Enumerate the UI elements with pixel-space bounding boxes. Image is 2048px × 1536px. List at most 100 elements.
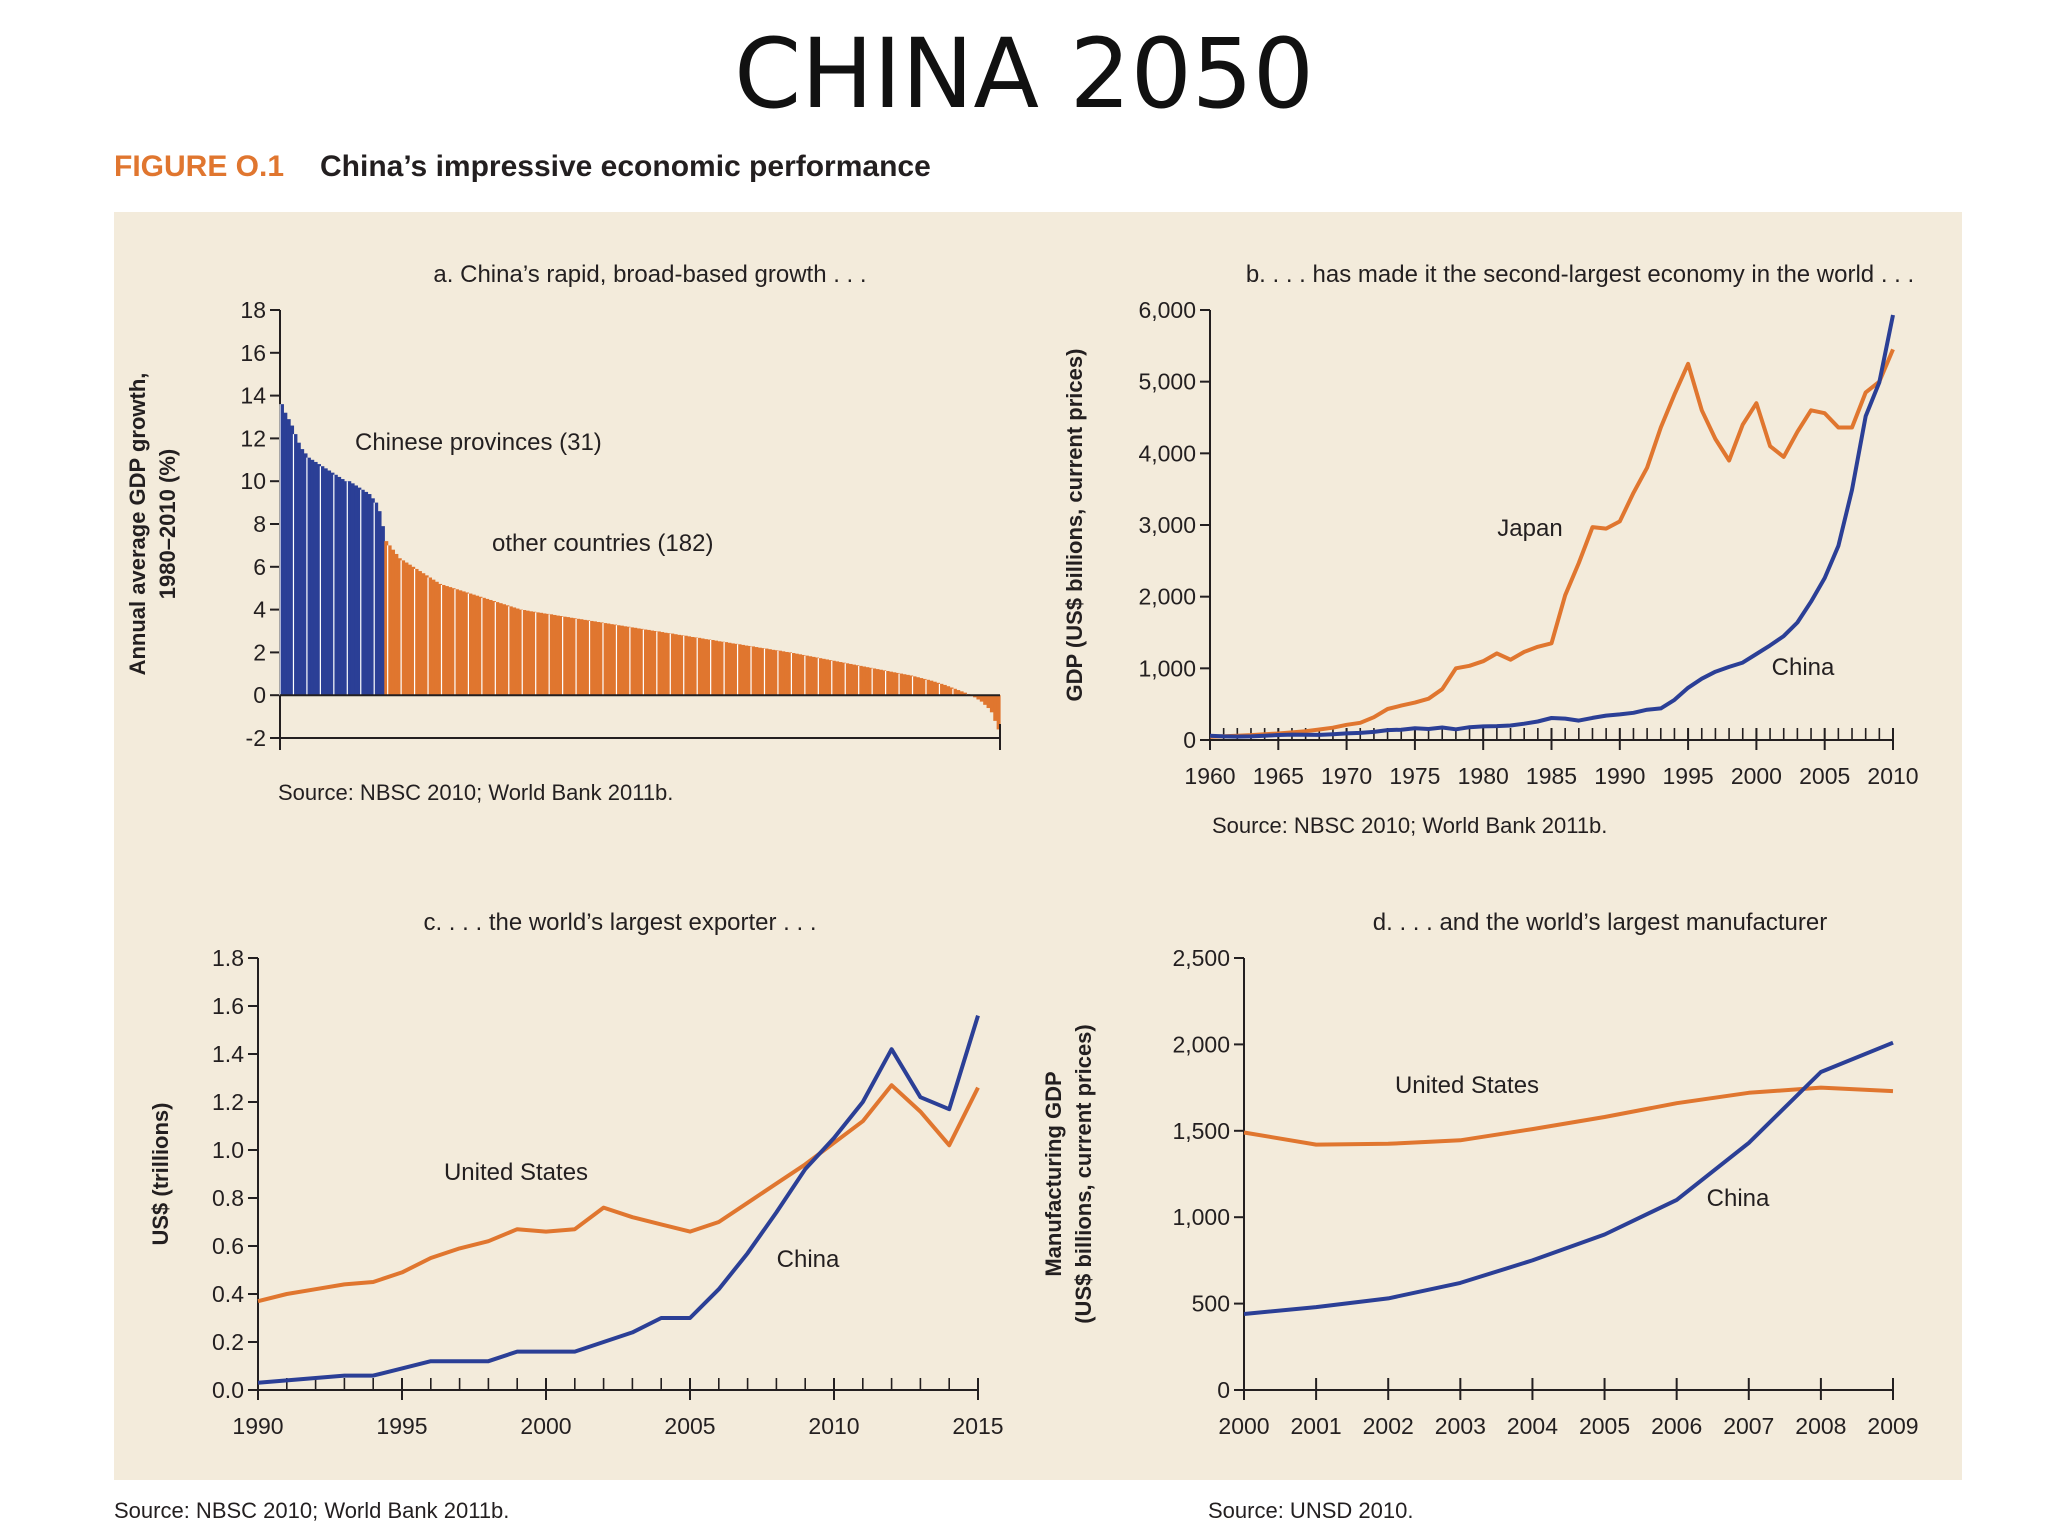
- series-label-c: United States: [444, 1159, 588, 1186]
- y-tick-label-c: 0.2: [212, 1329, 244, 1355]
- bar-a: [404, 562, 409, 696]
- bar-a: [633, 627, 638, 696]
- bar-a: [902, 674, 907, 696]
- bar-a: [771, 649, 776, 696]
- bar-a: [939, 683, 944, 696]
- y-tick-label-a: -2: [246, 725, 266, 751]
- bar-a: [670, 633, 675, 696]
- bar-a: [421, 573, 426, 696]
- bar-a: [683, 635, 688, 696]
- bar-a: [431, 579, 436, 696]
- bar-a: [488, 599, 493, 696]
- bar-a: [576, 618, 581, 696]
- figure-background: [114, 212, 1962, 1480]
- bar-a: [502, 604, 507, 696]
- bar-a: [310, 459, 315, 696]
- bottom-source-left: Source: NBSC 2010; World Bank 2011b.: [114, 1498, 510, 1523]
- bar-a: [899, 673, 904, 696]
- bar-a: [303, 453, 308, 696]
- bar-a: [922, 678, 927, 696]
- bar-a: [757, 647, 762, 696]
- bar-a: [892, 672, 897, 696]
- figure-title: China’s impressive economic performance: [320, 150, 931, 183]
- bar-a: [448, 587, 453, 696]
- bar-a: [515, 608, 520, 696]
- x-tick-label-b: 1960: [1184, 763, 1235, 789]
- x-tick-label-c: 2000: [520, 1413, 571, 1439]
- bar-a: [697, 637, 702, 696]
- y-tick-label-c: 1.6: [212, 993, 244, 1019]
- bar-a: [300, 449, 305, 696]
- bar-a: [660, 632, 665, 696]
- x-tick-label-d: 2000: [1218, 1413, 1269, 1439]
- x-tick-label-d: 2004: [1507, 1413, 1558, 1439]
- x-tick-label-b: 1985: [1526, 763, 1577, 789]
- bar-a: [565, 617, 570, 696]
- x-tick-label-d: 2009: [1867, 1413, 1918, 1439]
- x-tick-label-d: 2006: [1651, 1413, 1702, 1439]
- x-tick-label-b: 1980: [1458, 763, 1509, 789]
- y-tick-label-a: 2: [253, 639, 266, 665]
- y-tick-label-d: 1,500: [1172, 1118, 1230, 1144]
- x-tick-label-c: 2015: [952, 1413, 1003, 1439]
- bar-a: [714, 640, 718, 696]
- bar-a: [327, 470, 332, 696]
- bar-a: [290, 425, 295, 696]
- series-label-d: China: [1707, 1185, 1770, 1212]
- bar-a: [862, 666, 867, 696]
- bar-a: [589, 620, 594, 696]
- bar-a: [512, 607, 517, 696]
- bar-a: [650, 630, 655, 696]
- series-label-d: United States: [1395, 1072, 1539, 1099]
- bar-a: [458, 590, 463, 696]
- x-tick-label-d: 2002: [1363, 1413, 1414, 1439]
- series-line-c-1: [257, 1083, 980, 1304]
- bar-a: [360, 489, 365, 696]
- bar-a: [851, 664, 856, 696]
- bar-a: [616, 625, 621, 696]
- bar-a: [475, 595, 480, 696]
- y-tick-label-a: 14: [240, 383, 266, 409]
- bar-a: [525, 610, 530, 696]
- bar-a: [434, 581, 439, 696]
- bar-a: [444, 586, 449, 696]
- bar-a: [878, 669, 883, 696]
- y-tick-label-c: 1.2: [212, 1089, 244, 1115]
- bar-a: [343, 481, 348, 696]
- bar-a: [417, 571, 422, 696]
- bar-a: [454, 589, 459, 696]
- bar-a: [428, 577, 433, 696]
- bar-a: [465, 592, 470, 696]
- bar-a: [407, 564, 412, 696]
- bar-a: [370, 498, 375, 696]
- series-line-c-2: [257, 1015, 980, 1385]
- bar-a: [646, 629, 651, 696]
- x-tick-label-b: 1965: [1253, 763, 1304, 789]
- bar-a: [956, 690, 961, 696]
- bar-a: [986, 695, 991, 709]
- bar-a: [528, 611, 533, 696]
- bar-a: [397, 558, 402, 696]
- bar-a: [636, 628, 641, 696]
- bar-a: [912, 676, 917, 696]
- x-tick-label-b: 1990: [1594, 763, 1645, 789]
- y-tick-label-b: 4,000: [1138, 440, 1196, 466]
- x-tick-label-c: 2010: [808, 1413, 859, 1439]
- bar-a: [629, 627, 634, 696]
- bar-a: [868, 667, 873, 696]
- bar-a: [841, 662, 846, 696]
- series-label-c: China: [777, 1246, 840, 1273]
- bar-a: [774, 650, 779, 696]
- bar-a: [979, 695, 984, 702]
- y-tick-label-b: 5,000: [1138, 369, 1196, 395]
- bar-a: [710, 639, 715, 696]
- bar-a: [747, 645, 752, 696]
- bar-a: [781, 651, 786, 696]
- bar-a: [872, 668, 877, 696]
- bar-a: [936, 682, 941, 696]
- bar-a: [993, 695, 998, 721]
- bar-a: [693, 637, 698, 696]
- bar-a: [340, 479, 345, 696]
- bar-a: [559, 616, 564, 696]
- bar-a: [401, 560, 406, 696]
